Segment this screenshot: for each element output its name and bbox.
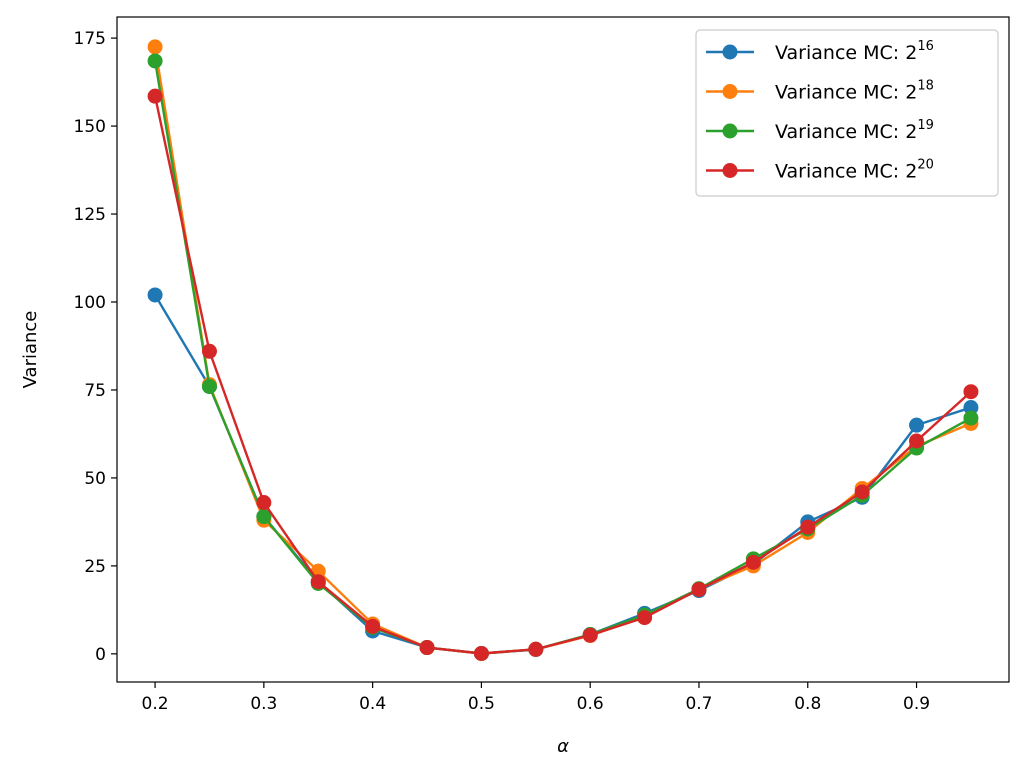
data-point (256, 509, 272, 525)
x-tick-label: 0.3 (250, 694, 277, 714)
y-axis-ticks: 0 25 50 75 100 125 150 175 (74, 29, 117, 665)
y-tick-label: 50 (84, 469, 106, 489)
y-tick-label: 100 (74, 293, 106, 313)
x-tick-label: 0.4 (359, 694, 386, 714)
data-point (528, 641, 544, 657)
legend-label-base: Variance MC: 2 (775, 82, 917, 104)
series-20 (147, 88, 979, 661)
legend-item: Variance MC: 219 (706, 118, 934, 143)
legend-label-base: Variance MC: 2 (775, 42, 917, 64)
data-point (800, 519, 816, 535)
x-tick-label: 0.2 (142, 694, 169, 714)
legend-label-base: Variance MC: 2 (775, 161, 917, 183)
y-tick-label: 150 (74, 117, 106, 137)
data-point (963, 400, 979, 416)
data-point (909, 417, 925, 433)
data-point (745, 554, 761, 570)
y-tick-label: 75 (84, 381, 106, 401)
legend-marker (722, 123, 738, 139)
data-point (147, 53, 163, 69)
data-point (365, 618, 381, 634)
legend-label-base: Variance MC: 2 (775, 121, 917, 143)
x-tick-label: 0.7 (685, 694, 712, 714)
data-point (310, 574, 326, 590)
legend-item: Variance MC: 216 (706, 39, 934, 64)
data-point (582, 627, 598, 643)
x-tick-label: 0.5 (468, 694, 495, 714)
legend-label: Variance MC: 216 (775, 39, 934, 64)
legend-marker (722, 163, 738, 178)
legend-label-exponent: 20 (917, 158, 934, 173)
legend-label-exponent: 19 (917, 118, 934, 133)
legend-item: Variance MC: 218 (706, 79, 934, 104)
legend-label-exponent: 16 (917, 39, 934, 54)
data-point (854, 484, 870, 500)
data-point (691, 581, 707, 597)
y-tick-label: 25 (84, 557, 106, 577)
series-line (153, 95, 972, 655)
data-point (419, 640, 435, 656)
x-axis-label: α (557, 736, 569, 757)
data-point (963, 410, 979, 426)
y-tick-label: 175 (74, 29, 106, 49)
data-point (473, 646, 489, 661)
x-axis-ticks: 0.2 0.3 0.4 0.5 0.6 0.7 0.8 0.9 (142, 682, 930, 714)
y-axis-label: Variance (20, 311, 41, 389)
legend-marker (722, 44, 738, 60)
x-tick-label: 0.6 (577, 694, 604, 714)
data-point (147, 287, 163, 303)
legend-box (695, 29, 999, 197)
legend-marker (722, 84, 738, 99)
data-point (201, 343, 217, 359)
legend-label: Variance MC: 220 (775, 158, 934, 183)
legend-label-exponent: 18 (917, 79, 934, 94)
y-tick-label: 125 (74, 205, 106, 225)
y-tick-label: 0 (95, 645, 106, 665)
x-tick-label: 0.8 (794, 694, 821, 714)
plot-area-frame (116, 16, 1010, 683)
legend-label: Variance MC: 218 (775, 79, 934, 104)
legend-item: Variance MC: 220 (706, 158, 934, 183)
data-point (256, 495, 272, 511)
data-point (147, 39, 163, 55)
x-tick-label: 0.9 (903, 694, 930, 714)
data-point (201, 378, 217, 394)
legend-label: Variance MC: 219 (775, 118, 934, 143)
data-point (909, 433, 925, 449)
series-layer (147, 39, 979, 661)
data-point (147, 88, 163, 104)
data-point (963, 384, 979, 400)
data-point (637, 610, 653, 626)
